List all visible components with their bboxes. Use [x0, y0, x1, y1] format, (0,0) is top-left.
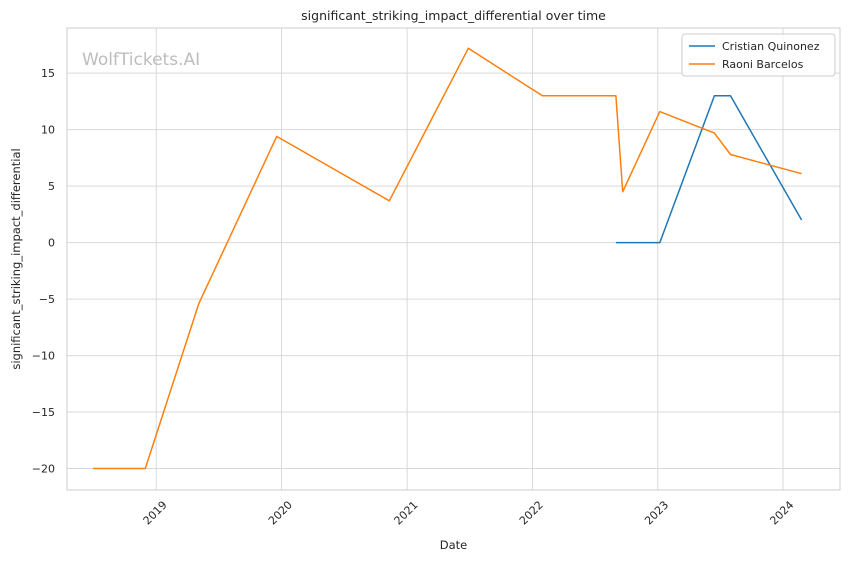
y-tick-label: 0 — [48, 237, 55, 250]
chart-title: significant_striking_impact_differential… — [301, 8, 606, 23]
y-tick-label: 10 — [41, 124, 55, 137]
y-tick-label: −20 — [32, 463, 55, 476]
plot-area-frame — [66, 27, 841, 491]
y-tick-label: 5 — [48, 180, 55, 193]
series-layer — [93, 47, 803, 470]
legend-label: Cristian Quinonez — [722, 40, 820, 53]
series-line-raoni-barcelos — [93, 47, 802, 470]
watermark-text: WolfTickets.AI — [82, 50, 200, 70]
y-tick-label: −15 — [32, 406, 55, 419]
y-axis-ticks: −20 −15 −10 −5 0 5 10 15 — [32, 67, 55, 475]
x-axis-title: Date — [440, 538, 468, 552]
y-tick-label: −10 — [32, 350, 55, 363]
y-axis-title: significant_striking_impact_differential — [9, 148, 23, 369]
series-line-cristian-quinonez — [615, 95, 803, 244]
legend: Cristian Quinonez Raoni Barcelos — [681, 33, 836, 77]
y-tick-label: −5 — [39, 293, 55, 306]
legend-label: Raoni Barcelos — [722, 58, 804, 71]
legend-box — [681, 33, 836, 77]
y-tick-label: 15 — [41, 67, 55, 80]
